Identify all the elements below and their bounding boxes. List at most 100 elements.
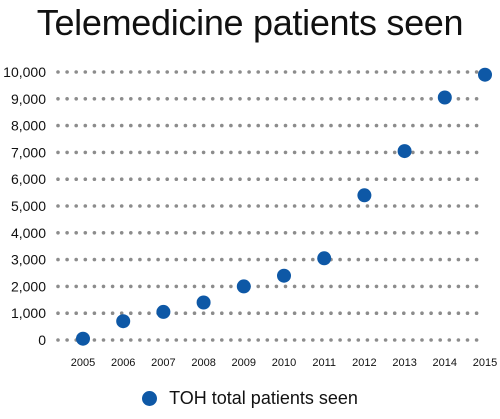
gridline-dot — [283, 177, 288, 181]
gridline-dot — [83, 123, 88, 128]
gridline-dot — [265, 257, 270, 262]
gridline-dot — [374, 338, 379, 342]
gridline-dot — [110, 338, 115, 342]
gridline-dot — [147, 97, 151, 101]
gridline-dot — [101, 257, 106, 262]
gridline-dot — [110, 123, 115, 128]
gridline-dot — [311, 231, 315, 235]
gridline-dot — [165, 284, 169, 289]
gridline-dot — [365, 257, 370, 262]
gridline-dot — [229, 150, 233, 155]
gridline-dot — [147, 177, 151, 181]
gridline-dot — [411, 150, 415, 155]
gridline-dot — [74, 311, 78, 316]
gridline-dot — [119, 97, 124, 101]
gridline-dot — [210, 284, 215, 289]
gridline-dot — [456, 150, 461, 155]
gridline-dot — [220, 70, 224, 74]
gridline-dot — [83, 231, 88, 235]
gridline-dot — [301, 150, 306, 155]
gridline-dot — [320, 231, 324, 235]
gridline-dot — [283, 257, 288, 262]
data-point — [317, 251, 332, 266]
gridline-dot — [220, 150, 224, 155]
gridline-dot — [311, 311, 315, 316]
gridline-dot — [165, 257, 169, 262]
gridline-dot — [56, 284, 60, 289]
gridline-dot — [347, 177, 352, 181]
gridline-dot — [174, 284, 179, 289]
gridline-dot — [92, 284, 97, 289]
gridline-dot — [201, 257, 206, 262]
gridline-dot — [83, 70, 88, 74]
gridline-dot — [210, 97, 215, 101]
gridline-dot — [174, 231, 179, 235]
gridline-dot — [74, 284, 78, 289]
gridline-dot — [247, 150, 251, 155]
gridline-dot — [101, 150, 106, 155]
gridline-dot — [420, 231, 424, 235]
gridline-dot — [65, 97, 69, 101]
gridline-dot — [283, 284, 288, 289]
gridline-dot — [147, 231, 151, 235]
gridline-dot — [283, 231, 288, 235]
gridline-dot — [383, 97, 388, 101]
gridline-dot — [83, 97, 88, 101]
y-tick-label: 0 — [38, 332, 46, 348]
gridline-dot — [338, 123, 342, 128]
gridline-dot — [229, 257, 233, 262]
gridline-dot — [292, 177, 297, 181]
gridline-dot — [174, 177, 179, 181]
gridline-dot — [429, 97, 433, 101]
gridline-dot — [56, 70, 60, 74]
gridline-dot — [411, 231, 415, 235]
gridline-dot — [292, 123, 297, 128]
gridline-dot — [429, 204, 433, 208]
gridline-dot — [101, 177, 106, 181]
gridline-dot — [174, 150, 179, 155]
data-point — [277, 268, 291, 283]
gridline-dot — [138, 123, 142, 128]
gridline-dot — [138, 231, 142, 235]
gridline-dot — [129, 284, 133, 289]
gridline-dot — [402, 70, 406, 74]
gridline-dot — [247, 311, 251, 316]
gridline-dot — [338, 311, 342, 316]
gridline-dot — [201, 338, 206, 342]
gridline-dot — [465, 123, 470, 128]
gridline-dot — [274, 150, 279, 155]
gridline-dot — [256, 123, 261, 128]
gridline-dot — [356, 257, 361, 262]
gridline-dot — [174, 338, 179, 342]
gridline-dot — [429, 231, 433, 235]
gridline-dot — [210, 177, 215, 181]
gridline-dot — [365, 97, 370, 101]
x-tick-label: 2009 — [232, 357, 256, 369]
gridline-dot — [392, 284, 397, 289]
gridline-dot — [229, 231, 233, 235]
gridline-dot — [110, 311, 115, 316]
gridline-dot — [238, 311, 242, 316]
gridline-dot — [347, 150, 352, 155]
gridline-dot — [174, 123, 179, 128]
gridline-dot — [402, 204, 406, 208]
gridline-dot — [474, 123, 479, 128]
gridline-dot — [392, 97, 397, 101]
gridline-dot — [365, 311, 370, 316]
gridline-dot — [347, 311, 352, 316]
gridline-dot — [474, 204, 479, 208]
gridline-dot — [383, 150, 388, 155]
gridline-dot — [101, 231, 106, 235]
gridline-dot — [229, 338, 233, 342]
gridline-dot — [56, 311, 60, 316]
x-tick-label: 2005 — [71, 357, 95, 369]
gridline-dot — [338, 231, 342, 235]
gridline-dot — [220, 97, 224, 101]
gridline-dot — [274, 70, 279, 74]
gridline-dot — [156, 204, 160, 208]
gridline-dot — [56, 231, 60, 235]
gridline-dot — [210, 311, 215, 316]
gridline-dot — [356, 97, 361, 101]
gridline-dot — [356, 204, 361, 208]
gridline-dot — [92, 150, 97, 155]
